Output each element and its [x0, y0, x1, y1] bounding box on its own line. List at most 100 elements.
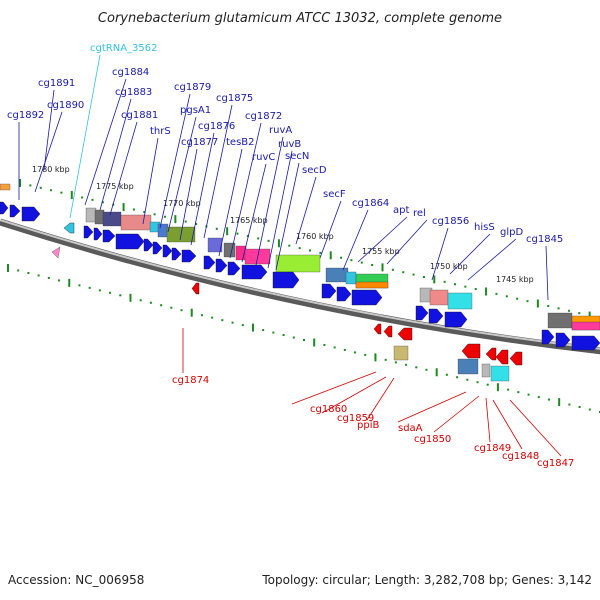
- forward-gene-arrow: [152, 241, 163, 255]
- gene-label-hiss: hisS: [474, 222, 495, 233]
- feature-block: [345, 271, 357, 285]
- forward-gene-arrow: [444, 311, 468, 328]
- forward-gene-arrow: [351, 289, 383, 306]
- gene-label-ruvc: ruvC: [252, 152, 275, 163]
- label-leader-lines: [18, 54, 562, 457]
- gene-label-secn: secN: [285, 151, 309, 162]
- feature-block: [481, 363, 491, 378]
- feature-block: [207, 237, 223, 253]
- feature-block: [447, 292, 473, 310]
- leader-line-secf: [319, 200, 342, 259]
- leader-line-cg1876: [190, 132, 215, 246]
- leader-line-secn: [275, 162, 300, 271]
- gene-label-ppib: ppiB: [357, 420, 379, 431]
- gene-label-cg1884: cg1884: [112, 67, 149, 78]
- reverse-gene-arrow: [495, 349, 509, 365]
- feature-block: [547, 312, 573, 329]
- gene-arrows: [0, 201, 600, 366]
- forward-gene-arrow: [9, 204, 21, 218]
- feature-block: [275, 254, 321, 273]
- leader-line-hiss: [449, 233, 491, 275]
- leader-line-cg1877: [179, 148, 198, 241]
- rna-gene-arrow: [63, 222, 75, 234]
- gene-label-cg1874: cg1874: [172, 375, 209, 386]
- leader-line-sdaa: [397, 391, 467, 423]
- gene-label-ruva: ruvA: [269, 125, 292, 136]
- reverse-gene-arrow: [397, 327, 413, 341]
- forward-gene-arrow: [203, 255, 216, 270]
- gene-label-cg1860: cg1860: [310, 404, 347, 415]
- forward-gene-arrow: [171, 247, 182, 261]
- feature-block: [457, 358, 479, 375]
- leader-line-ruvb: [267, 150, 293, 269]
- scale-label: 1755 kbp: [362, 247, 400, 256]
- gene-label-tesb2: tesB2: [226, 137, 255, 148]
- gene-label-thrs: thrS: [150, 126, 171, 137]
- forward-gene-arrow: [21, 206, 41, 222]
- leader-line-ppib: [366, 377, 395, 421]
- forward-gene-arrow: [541, 329, 555, 345]
- leader-line-cg1879: [159, 93, 191, 229]
- genome-backbone: [0, 218, 600, 355]
- gene-label-pgsa1: pgsA1: [180, 105, 211, 116]
- gene-label-glpd: glpD: [500, 227, 523, 238]
- leader-line-cg1864: [342, 209, 369, 271]
- reverse-gene-arrow: [485, 347, 497, 361]
- forward-gene-arrow: [241, 264, 268, 280]
- forward-gene-arrow: [321, 283, 337, 299]
- gene-label-cg1879: cg1879: [174, 82, 211, 93]
- gene-label-cg1872: cg1872: [245, 111, 282, 122]
- leader-line-cg1860: [291, 371, 377, 405]
- gene-label-cg1850: cg1850: [414, 434, 451, 445]
- gene-label-cg1856: cg1856: [432, 216, 469, 227]
- feature-block: [490, 365, 510, 382]
- leader-line-cg1875: [203, 104, 233, 239]
- feature-block: [393, 345, 409, 361]
- leader-line-tesb2: [218, 148, 243, 257]
- leader-line-cg1849: [485, 397, 491, 443]
- leader-line-cg1890: [34, 111, 63, 193]
- forward-gene-arrow: [181, 249, 197, 263]
- leader-line-apt: [357, 216, 408, 263]
- reverse-gene-arrow: [461, 343, 481, 359]
- gene-labels: cg1892 cg1891 cg1890 cg1884 cg1883 cg1881 thrS…: [7, 43, 574, 469]
- leader-line-ruva: [255, 136, 284, 266]
- feature-block: [102, 211, 122, 227]
- gene-label-cg1875: cg1875: [216, 93, 253, 104]
- gene-label-cg1848: cg1848: [502, 451, 539, 462]
- gene-label-cgtrna-3562: cgtRNA_3562: [90, 43, 158, 54]
- leader-line-cgtrna-3562: [69, 54, 101, 219]
- reverse-gene-arrow: [383, 325, 393, 338]
- leader-line-cg1845: [545, 245, 549, 301]
- topology-text: Topology: circular; Length: 3,282,708 bp…: [262, 573, 592, 587]
- scale-label: 1775 kbp: [96, 182, 134, 191]
- leader-line-ruvc: [241, 163, 267, 263]
- scale-label: 1750 kbp: [430, 262, 468, 271]
- feature-block: [355, 281, 389, 289]
- leader-line-cg1859: [321, 376, 387, 414]
- leader-line-pgsa1: [167, 116, 197, 233]
- leader-line-secd: [295, 176, 317, 245]
- forward-gene-arrow: [102, 229, 116, 243]
- gene-label-cg1877: cg1877: [181, 137, 218, 148]
- leader-line-cg1850: [433, 395, 480, 433]
- scale-label: 1760 kbp: [296, 232, 334, 241]
- gene-label-cg1849: cg1849: [474, 443, 511, 454]
- forward-gene-arrow: [428, 308, 444, 324]
- leader-line-cg1884: [84, 78, 127, 206]
- forward-gene-arrow: [143, 238, 154, 252]
- feature-block: [325, 267, 349, 283]
- gene-label-cg1892: cg1892: [7, 110, 44, 121]
- gene-label-cg1876: cg1876: [198, 121, 235, 132]
- reverse-gene-arrow: [509, 351, 523, 366]
- gene-label-secd: secD: [302, 165, 327, 176]
- feature-block: [429, 289, 449, 306]
- gene-label-rel: rel: [413, 208, 426, 219]
- forward-gene-arrow: [336, 286, 352, 302]
- gene-label-cg1890: cg1890: [47, 100, 84, 111]
- gene-label-cg1845: cg1845: [526, 234, 563, 245]
- accession-text: Accession: NC_006958: [8, 573, 145, 587]
- forward-gene-arrow: [555, 332, 571, 348]
- feature-block: [157, 223, 169, 238]
